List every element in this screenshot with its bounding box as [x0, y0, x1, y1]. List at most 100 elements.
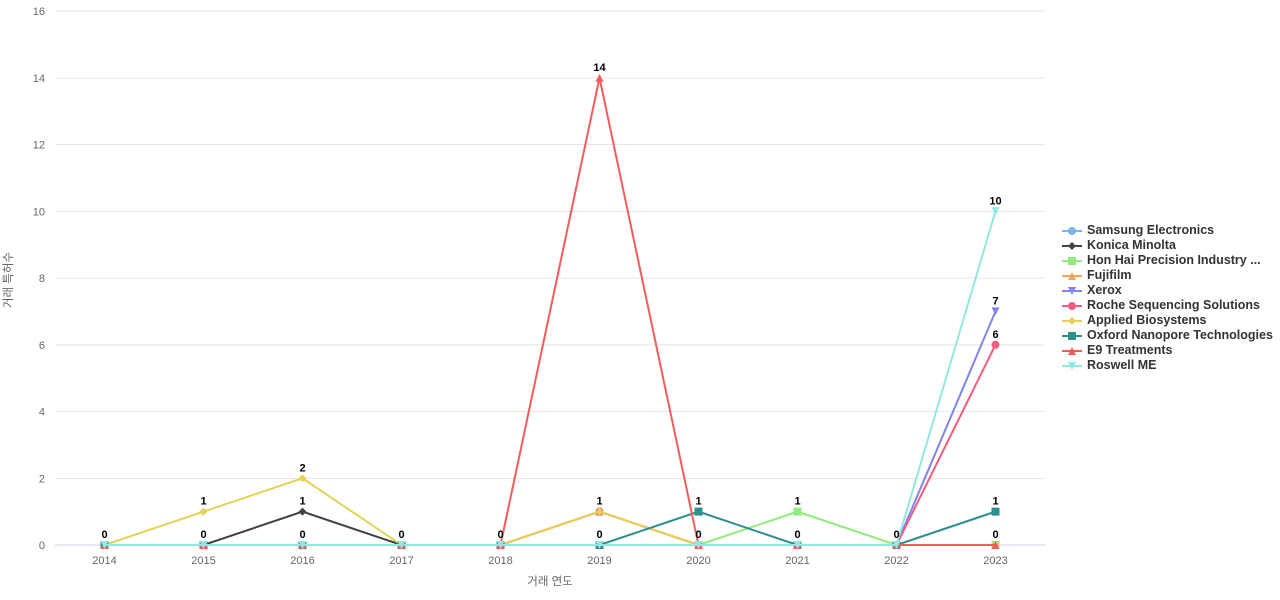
legend-item[interactable]: Roswell ME — [1062, 358, 1273, 373]
legend-marker-shape — [1068, 271, 1076, 280]
data-label: 7 — [992, 295, 998, 307]
legend-item-label: Applied Biosystems — [1087, 313, 1207, 327]
legend-item[interactable]: Xerox — [1062, 283, 1273, 298]
data-point-marker[interactable] — [595, 507, 604, 516]
legend-square-icon — [1062, 256, 1082, 265]
legend-triangle-down-icon — [1062, 286, 1082, 295]
data-label: 14 — [593, 62, 606, 74]
legend-item-label: Samsung Electronics — [1087, 223, 1215, 237]
x-axis-label: 2017 — [389, 555, 413, 567]
data-label: 0 — [398, 529, 404, 541]
series-line — [103, 76, 997, 546]
legend-marker-shape — [1068, 241, 1076, 250]
data-label: 0 — [992, 529, 998, 541]
legend-item[interactable]: Applied Biosystems — [1062, 313, 1273, 328]
legend-item[interactable]: E9 Treatments — [1062, 343, 1273, 358]
data-point-marker[interactable] — [595, 73, 604, 82]
data-label: 0 — [893, 529, 899, 541]
data-label: 2 — [299, 462, 305, 474]
data-point-marker[interactable] — [298, 474, 307, 483]
data-point-marker[interactable] — [991, 207, 1000, 216]
legend-marker-shape — [1068, 301, 1076, 310]
data-label: 0 — [101, 529, 107, 541]
legend-item-label: Oxford Nanopore Technologies — [1087, 328, 1273, 342]
legend-diamond-icon — [1062, 316, 1082, 325]
x-axis-label: 2020 — [686, 555, 710, 567]
data-point-marker[interactable] — [694, 507, 703, 516]
data-label: 1 — [596, 496, 602, 508]
data-point-marker[interactable] — [991, 307, 1000, 316]
data-point-marker[interactable] — [298, 541, 307, 549]
data-label: 10 — [989, 195, 1001, 207]
series-line — [103, 477, 997, 546]
x-axis-label: 2016 — [290, 555, 314, 567]
y-axis-label: 2 — [39, 473, 45, 485]
data-point-marker[interactable] — [793, 541, 802, 549]
x-axis-label: 2021 — [785, 555, 809, 567]
data-label: 0 — [794, 529, 800, 541]
legend-item[interactable]: Fujifilm — [1062, 268, 1273, 283]
y-axis-label: 16 — [33, 6, 45, 18]
x-axis-label: 2015 — [191, 555, 215, 567]
legend-triangle-down-icon — [1062, 361, 1082, 370]
x-axis-label: 2014 — [92, 555, 116, 567]
y-axis-label: 10 — [33, 206, 45, 218]
data-point-marker[interactable] — [793, 507, 802, 516]
x-axis-label: 2023 — [983, 555, 1007, 567]
legend-diamond-icon — [1062, 241, 1082, 250]
y-axis-label: 4 — [39, 407, 45, 419]
legend-item-label: Konica Minolta — [1087, 238, 1176, 252]
x-axis-label: 2018 — [488, 555, 512, 567]
data-label: 0 — [497, 529, 503, 541]
legend-marker-shape — [1068, 286, 1076, 295]
y-axis-label: 0 — [39, 540, 45, 552]
data-label: 1 — [794, 496, 800, 508]
legend-item-label: Roswell ME — [1087, 358, 1157, 372]
legend-item-label: Roche Sequencing Solutions — [1087, 298, 1260, 312]
data-label: 1 — [992, 496, 998, 508]
data-label: 0 — [695, 529, 701, 541]
legend-triangle-icon — [1062, 346, 1082, 355]
legend-marker-shape — [1068, 256, 1076, 265]
legend-item[interactable]: Samsung Electronics — [1062, 223, 1273, 238]
y-axis-label: 12 — [33, 140, 45, 152]
y-axis-label: 8 — [39, 273, 45, 285]
data-label: 6 — [992, 329, 998, 341]
data-point-marker[interactable] — [892, 541, 901, 549]
data-point-marker[interactable] — [298, 507, 307, 516]
legend-item[interactable]: Roche Sequencing Solutions — [1062, 298, 1273, 313]
data-point-marker[interactable] — [991, 507, 1000, 516]
data-point-marker[interactable] — [496, 541, 505, 549]
legend-circle-icon — [1062, 226, 1082, 235]
data-point-marker[interactable] — [397, 541, 406, 549]
x-axis-label: 2022 — [884, 555, 908, 567]
data-point-marker[interactable] — [199, 541, 208, 549]
legend-circle-icon — [1062, 301, 1082, 310]
data-label: 0 — [200, 529, 206, 541]
data-label: 1 — [200, 496, 206, 508]
y-axis-label: 14 — [33, 73, 45, 85]
data-point-marker[interactable] — [991, 541, 1000, 549]
series-line — [103, 343, 997, 546]
data-point-marker[interactable] — [991, 340, 1000, 349]
data-point-marker[interactable] — [100, 541, 109, 549]
x-axis-label: 2019 — [587, 555, 611, 567]
data-point-marker[interactable] — [595, 541, 604, 549]
legend-item[interactable]: Konica Minolta — [1062, 238, 1273, 253]
data-label: 0 — [299, 529, 305, 541]
legend-item-label: Xerox — [1087, 283, 1122, 297]
legend-item[interactable]: Oxford Nanopore Technologies — [1062, 328, 1273, 343]
data-label: 0 — [596, 529, 602, 541]
legend-marker-shape — [1068, 316, 1076, 325]
data-point-marker[interactable] — [694, 541, 703, 549]
legend: Samsung Electronics Konica Minolta Hon Hai… — [1062, 223, 1273, 373]
legend-marker-shape — [1068, 331, 1076, 340]
legend-marker-shape — [1068, 226, 1076, 235]
legend-item[interactable]: Hon Hai Precision Industry ... — [1062, 253, 1273, 268]
y-axis-label: 6 — [39, 340, 45, 352]
x-axis-title: 거래 연도 — [527, 576, 573, 588]
data-point-marker[interactable] — [199, 507, 208, 516]
data-label: 1 — [299, 496, 305, 508]
